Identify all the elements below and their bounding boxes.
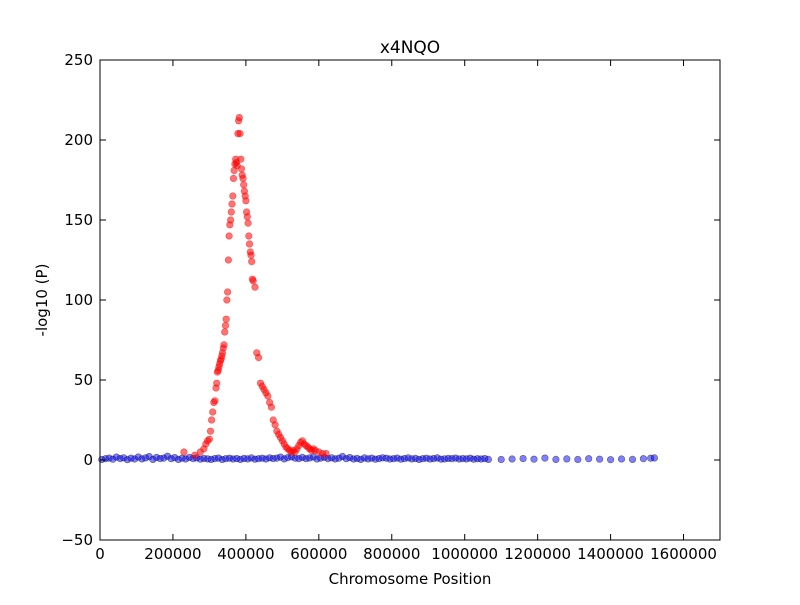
series-1-point	[245, 240, 254, 248]
series-0-point	[530, 455, 538, 463]
series-1-point	[237, 155, 245, 163]
series-0-point	[497, 455, 505, 464]
series-0-point	[585, 455, 593, 463]
series-0-point	[541, 454, 549, 462]
series-1-point	[205, 435, 213, 443]
series-1-point	[191, 451, 199, 459]
series-1-point	[243, 213, 251, 221]
series-1-point	[225, 232, 233, 240]
x-tick-label: 200000	[144, 545, 201, 563]
x-tick-label: 400000	[217, 545, 274, 563]
x-tick-label: 800000	[363, 545, 420, 563]
series-1-point	[242, 197, 250, 205]
series-1-point	[229, 174, 238, 182]
y-tick-label: −50	[61, 531, 93, 549]
series-1-point	[220, 341, 228, 349]
series-1-point	[223, 296, 231, 304]
series-1-point	[247, 251, 255, 259]
series-1-point	[240, 181, 248, 189]
y-tick-label: 200	[64, 131, 93, 149]
y-tick-label: 250	[64, 51, 93, 69]
series-1-point	[206, 427, 215, 435]
series-1-point	[229, 192, 237, 200]
x-tick-label: 1400000	[577, 545, 644, 563]
series-0-point	[595, 455, 604, 463]
series-1-point	[211, 397, 219, 405]
series-1-point	[208, 416, 216, 424]
series-0-point	[574, 455, 582, 464]
x-tick-label: 600000	[290, 545, 347, 563]
series-0-point	[606, 456, 615, 464]
series-1-point	[322, 450, 330, 458]
series-1-point	[245, 232, 253, 240]
data-points	[98, 113, 659, 464]
y-axis-label: -log10 (P)	[33, 264, 51, 337]
y-tick-label: 100	[64, 291, 93, 309]
series-1-point	[224, 288, 232, 296]
series-1-point	[239, 174, 247, 182]
series-1-point	[221, 322, 230, 330]
series-1-point	[228, 200, 236, 208]
series-0-point	[639, 455, 648, 463]
series-1-point	[249, 277, 257, 285]
series-1-point	[235, 113, 243, 122]
series-1-point	[255, 354, 263, 362]
series-0-point	[563, 455, 571, 463]
x-tick-label: 0	[95, 545, 105, 563]
series-1-point	[227, 216, 235, 224]
series-1-point	[222, 315, 230, 323]
series-0-point	[650, 454, 659, 462]
series-1-point	[271, 421, 279, 429]
series-1-point	[209, 408, 217, 416]
x-tick-label: 1600000	[650, 545, 717, 563]
x-tick-label: 1000000	[431, 545, 498, 563]
x-axis-label: Chromosome Position	[329, 570, 492, 588]
series-0-point	[628, 455, 637, 464]
x-tick-label: 1200000	[504, 545, 571, 563]
chart-title: x4NQO	[380, 38, 440, 58]
axis-ticks: 0 200000 400000 600000 800000 1000000 1200000 1…	[61, 51, 720, 563]
y-tick-label: 150	[64, 211, 93, 229]
series-0-point	[617, 455, 626, 463]
series-1-point	[251, 283, 259, 291]
series-0-point	[552, 455, 560, 464]
series-1-point	[213, 379, 221, 387]
series-1-point	[227, 208, 235, 216]
series-1-point	[237, 165, 246, 173]
y-tick-label: 50	[74, 371, 93, 389]
series-0-point	[484, 455, 493, 464]
series-1-point	[180, 448, 188, 456]
series-1-point	[224, 256, 232, 264]
series-1-point	[264, 392, 272, 400]
series-1-point	[248, 258, 256, 266]
series-1-point	[267, 403, 276, 411]
series-1-point	[236, 130, 244, 138]
series-1-point	[221, 328, 229, 336]
plot-frame	[99, 59, 721, 541]
series-0-point	[519, 455, 527, 463]
series-1-point	[244, 219, 252, 227]
series-0-point	[508, 455, 516, 463]
y-tick-label: 0	[83, 451, 93, 469]
